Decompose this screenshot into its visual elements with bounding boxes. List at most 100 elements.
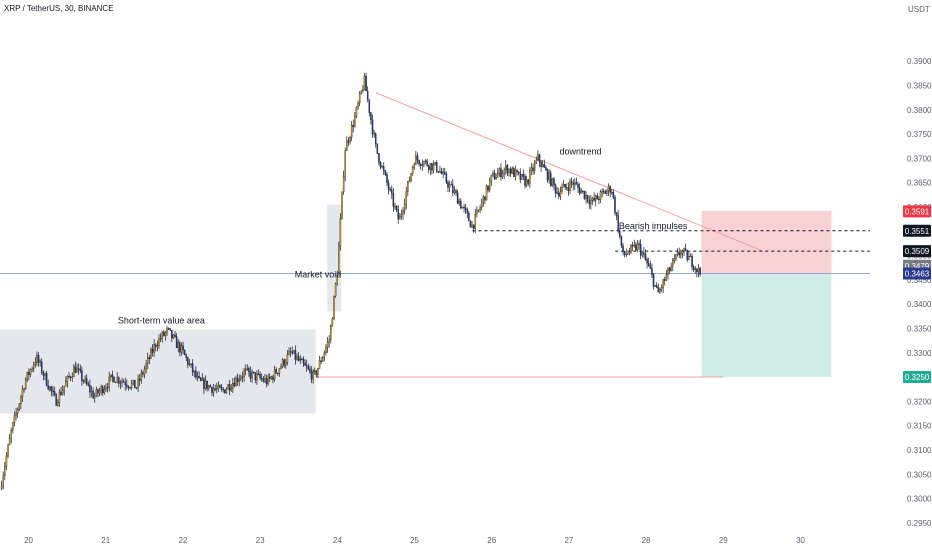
candle-body (325, 347, 327, 354)
candle-body (553, 178, 555, 186)
candle-body (498, 168, 501, 174)
candle-body (599, 191, 602, 200)
price-label-box (903, 267, 931, 280)
candle-body (366, 90, 369, 100)
candle-body (69, 376, 72, 378)
candle-body (39, 361, 41, 363)
price-label-box (903, 224, 931, 237)
candle-body (556, 192, 558, 194)
candle-body (163, 332, 165, 336)
candle-body (453, 190, 456, 193)
candle-body (241, 376, 244, 378)
candle-body (44, 373, 46, 376)
annotation-label: Market void (295, 269, 342, 279)
candle-body (505, 165, 507, 170)
candle-body (289, 351, 292, 353)
candle-body (492, 172, 494, 176)
price-label: 0.3250 (905, 373, 930, 382)
candle-body (638, 243, 640, 245)
price-label-box (903, 245, 931, 258)
candle-body (57, 402, 59, 406)
candle-body (153, 344, 155, 353)
candle-body (105, 387, 107, 390)
candle-body (232, 383, 234, 389)
candle-body (15, 412, 17, 416)
candle-body (344, 150, 346, 177)
candle-body (378, 153, 380, 163)
candle-body (10, 430, 12, 439)
candle-body (137, 378, 139, 388)
candle-body (617, 215, 619, 232)
candle-body (574, 182, 576, 186)
candle-body (180, 345, 183, 353)
candle-body (614, 197, 616, 213)
y-tick-label: 0.3050 (907, 470, 932, 479)
candle-body (625, 253, 627, 256)
candle-body (32, 364, 35, 369)
candle-body (222, 389, 224, 391)
candle-body (252, 371, 255, 373)
candle-body (8, 437, 11, 446)
candle-body (360, 90, 363, 94)
candle-body (622, 245, 624, 252)
candle-body (594, 195, 597, 201)
candle-body (559, 191, 562, 197)
lines-layer (0, 92, 870, 378)
candle-body (7, 444, 9, 457)
candle-body (476, 210, 478, 215)
candle-body (519, 172, 521, 180)
candle-body (537, 154, 539, 161)
candle-body (277, 372, 279, 375)
candle-body (400, 214, 403, 217)
candle-body (585, 195, 587, 199)
zone-market-void (327, 204, 342, 312)
candle-body (225, 388, 228, 394)
candle-body (132, 379, 135, 384)
candle-body (402, 210, 404, 215)
candle-body (606, 190, 608, 194)
candle-body (602, 191, 605, 193)
candle-body (376, 143, 379, 154)
candle-body (524, 176, 526, 186)
candle-body (248, 368, 250, 372)
candle-body (45, 373, 48, 386)
candle-body (217, 385, 220, 389)
y-tick-label: 0.3300 (907, 349, 932, 358)
candle-body (354, 116, 356, 127)
candle-body (691, 255, 693, 268)
candle-body (93, 395, 96, 399)
candle-body (20, 396, 22, 404)
candle-body (448, 184, 451, 188)
candle-body (34, 362, 37, 365)
y-tick-label: 0.3100 (907, 446, 932, 455)
candle-body (517, 171, 520, 173)
candle-body (493, 172, 496, 180)
candle-body (26, 371, 29, 380)
candle-body (304, 363, 306, 366)
candle-body (228, 384, 231, 391)
candle-body (468, 212, 470, 222)
candle-body (474, 214, 477, 229)
candle-body (667, 267, 669, 275)
candle-body (251, 371, 253, 379)
candle-body (55, 394, 57, 406)
candle-body (12, 422, 14, 431)
candle-body (193, 370, 196, 373)
candle-body (355, 106, 358, 117)
candle-body (683, 248, 685, 252)
candle-body (331, 318, 334, 327)
candle-body (60, 391, 62, 395)
candle-body (257, 373, 260, 375)
candle-body (688, 256, 690, 261)
candle-body (77, 368, 80, 370)
y-tick-label: 0.3150 (907, 422, 932, 431)
candle-body (477, 209, 480, 211)
candle-body (554, 184, 557, 194)
candle-body (320, 360, 322, 362)
candle-body (410, 173, 412, 181)
candle-body (646, 259, 648, 264)
candle-body (431, 163, 433, 171)
candle-body (580, 190, 583, 194)
candle-body (118, 377, 120, 384)
